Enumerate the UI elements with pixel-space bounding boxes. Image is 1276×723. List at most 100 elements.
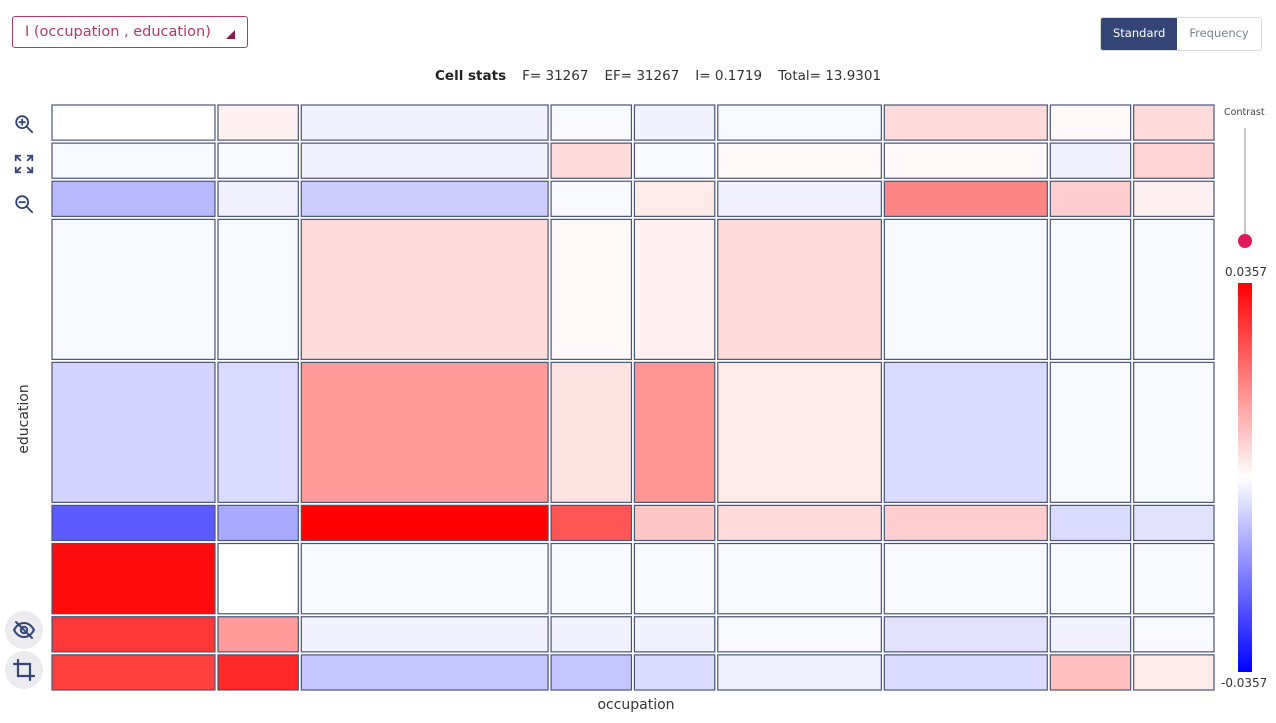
mosaic-cell-r5-c5[interactable] (717, 504, 882, 542)
mosaic-cell-r3-c2[interactable] (300, 218, 549, 360)
mosaic-cell-r7-c7[interactable] (1049, 616, 1132, 653)
mosaic-cell-r4-c5[interactable] (717, 361, 882, 503)
mosaic-cell-r7-c6[interactable] (883, 616, 1048, 653)
mosaic-cell-r1-c6[interactable] (883, 142, 1048, 179)
mosaic-cell-r4-c8[interactable] (1133, 361, 1215, 503)
cell-stats-heading: Cell stats (435, 68, 507, 84)
mosaic-cell-r1-c3[interactable] (550, 142, 633, 179)
mosaic-cell-r8-c6[interactable] (883, 654, 1048, 691)
hide-button[interactable] (5, 611, 43, 649)
mosaic-cell-r3-c6[interactable] (883, 218, 1048, 360)
mosaic-cell-r6-c5[interactable] (717, 542, 882, 615)
mosaic-cell-r2-c3[interactable] (550, 180, 633, 217)
mosaic-cell-r3-c3[interactable] (550, 218, 633, 360)
mosaic-cell-r2-c1[interactable] (217, 180, 299, 217)
measure-select[interactable]: I (occupation , education) (12, 16, 248, 48)
mosaic-cell-r5-c6[interactable] (883, 504, 1048, 542)
mosaic-cell-r5-c7[interactable] (1049, 504, 1132, 542)
mosaic-cell-r2-c4[interactable] (633, 180, 716, 217)
mosaic-cell-r1-c4[interactable] (633, 142, 716, 179)
mosaic-cell-r0-c8[interactable] (1133, 104, 1215, 141)
mosaic-cell-r3-c4[interactable] (633, 218, 716, 360)
mosaic-cell-r8-c2[interactable] (300, 654, 549, 691)
mosaic-cell-r2-c8[interactable] (1133, 180, 1215, 217)
mosaic-cell-r5-c0[interactable] (51, 504, 216, 542)
standard-mode-button[interactable]: Standard (1101, 18, 1178, 50)
zoom-out-button[interactable] (10, 190, 38, 218)
mosaic-cell-r5-c2[interactable] (300, 504, 549, 542)
mosaic-cell-r0-c2[interactable] (300, 104, 549, 141)
mosaic-cell-r2-c6[interactable] (883, 180, 1048, 217)
zoom-in-icon (15, 115, 34, 134)
mosaic-cell-r7-c2[interactable] (300, 616, 549, 653)
mosaic-cell-r1-c5[interactable] (717, 142, 882, 179)
mosaic-cell-r8-c3[interactable] (550, 654, 633, 691)
mosaic-cell-r5-c3[interactable] (550, 504, 633, 542)
fit-screen-button[interactable] (10, 150, 38, 178)
mosaic-cell-r4-c4[interactable] (633, 361, 716, 503)
mosaic-cell-r8-c5[interactable] (717, 654, 882, 691)
mosaic-cell-r6-c8[interactable] (1133, 542, 1215, 615)
mosaic-cell-r7-c1[interactable] (217, 616, 299, 653)
frequency-mode-button[interactable]: Frequency (1177, 18, 1261, 50)
mosaic-cell-r2-c0[interactable] (51, 180, 216, 217)
mosaic-cell-r4-c3[interactable] (550, 361, 633, 503)
mosaic-cell-r3-c5[interactable] (717, 218, 882, 360)
mosaic-cell-r6-c0[interactable] (51, 542, 216, 615)
mosaic-cell-r4-c0[interactable] (51, 361, 216, 503)
mosaic-cell-r4-c2[interactable] (300, 361, 549, 503)
mosaic-cell-r2-c2[interactable] (300, 180, 549, 217)
mosaic-cell-r7-c4[interactable] (633, 616, 716, 653)
mosaic-cell-r7-c3[interactable] (550, 616, 633, 653)
mosaic-cell-r6-c3[interactable] (550, 542, 633, 615)
mosaic-cell-r8-c1[interactable] (217, 654, 299, 691)
stat-f: F= 31267 (522, 68, 589, 84)
mosaic-cell-r0-c1[interactable] (217, 104, 299, 141)
mosaic-cell-r0-c4[interactable] (633, 104, 716, 141)
mosaic-cell-r8-c0[interactable] (51, 654, 216, 691)
mosaic-cell-r0-c7[interactable] (1049, 104, 1132, 141)
mode-toggle: Standard Frequency (1100, 17, 1262, 51)
mosaic-cell-r1-c2[interactable] (300, 142, 549, 179)
mosaic-cell-r6-c6[interactable] (883, 542, 1048, 615)
mosaic-cell-r8-c8[interactable] (1133, 654, 1215, 691)
mosaic-cell-r0-c6[interactable] (883, 104, 1048, 141)
mosaic-cell-r3-c8[interactable] (1133, 218, 1215, 360)
mosaic-cell-r8-c7[interactable] (1049, 654, 1132, 691)
mosaic-cell-r6-c4[interactable] (633, 542, 716, 615)
mosaic-cell-r7-c5[interactable] (717, 616, 882, 653)
mosaic-cell-r5-c8[interactable] (1133, 504, 1215, 542)
mosaic-cell-r6-c2[interactable] (300, 542, 549, 615)
mosaic-cell-r0-c3[interactable] (550, 104, 633, 141)
mosaic-cell-r2-c7[interactable] (1049, 180, 1132, 217)
cell-stats: Cell stats F= 31267 EF= 31267 I= 0.1719 … (435, 68, 881, 84)
measure-select-value: I (occupation , education) (25, 24, 211, 40)
mosaic-cell-r8-c4[interactable] (633, 654, 716, 691)
mosaic-cell-r1-c7[interactable] (1049, 142, 1132, 179)
mosaic-cell-r3-c7[interactable] (1049, 218, 1132, 360)
dropdown-caret-icon (226, 30, 235, 39)
mosaic-cell-r0-c5[interactable] (717, 104, 882, 141)
mosaic-cell-r4-c7[interactable] (1049, 361, 1132, 503)
crop-icon (12, 658, 36, 682)
crop-button[interactable] (5, 651, 43, 689)
mosaic-cell-r6-c1[interactable] (217, 542, 299, 615)
mosaic-cell-r7-c0[interactable] (51, 616, 216, 653)
mosaic-cell-r4-c6[interactable] (883, 361, 1048, 503)
mosaic-cell-r3-c1[interactable] (217, 218, 299, 360)
mosaic-cell-r7-c8[interactable] (1133, 616, 1215, 653)
mosaic-cell-r4-c1[interactable] (217, 361, 299, 503)
mosaic-cell-r6-c7[interactable] (1049, 542, 1132, 615)
mosaic-cell-r1-c0[interactable] (51, 142, 216, 179)
mosaic-cell-r5-c4[interactable] (633, 504, 716, 542)
mosaic-cell-r1-c1[interactable] (217, 142, 299, 179)
contrast-slider-track[interactable] (1244, 128, 1246, 241)
zoom-in-button[interactable] (10, 110, 38, 138)
mosaic-cell-r0-c0[interactable] (51, 104, 216, 141)
mosaic-cell-r1-c8[interactable] (1133, 142, 1215, 179)
mosaic-cell-r2-c5[interactable] (717, 180, 882, 217)
mosaic-cell-r3-c0[interactable] (51, 218, 216, 360)
mosaic-cell-r5-c1[interactable] (217, 504, 299, 542)
contrast-slider-handle[interactable] (1238, 234, 1252, 248)
